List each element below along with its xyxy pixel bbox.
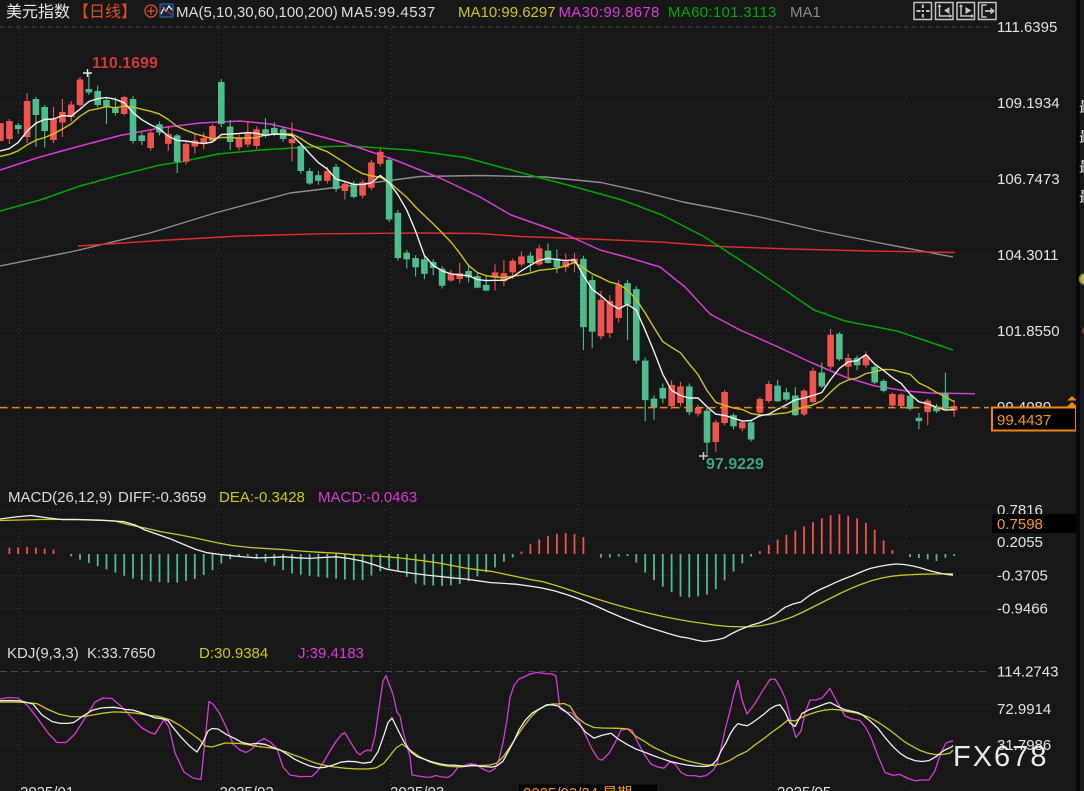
svg-text:MA60:101.3113: MA60:101.3113 — [668, 4, 777, 21]
svg-text:KDJ(9,3,3): KDJ(9,3,3) — [7, 645, 79, 662]
svg-text:0.2055: 0.2055 — [997, 534, 1043, 551]
svg-text:MA30:99.8678: MA30:99.8678 — [559, 4, 660, 21]
svg-text:美元指数: 美元指数 — [6, 3, 70, 21]
svg-text:104.3011: 104.3011 — [997, 247, 1058, 264]
svg-text:97.9229: 97.9229 — [706, 456, 764, 473]
svg-text:2025/03: 2025/03 — [390, 784, 444, 791]
svg-text:110.1699: 110.1699 — [92, 55, 158, 72]
svg-text:106.7473: 106.7473 — [997, 171, 1060, 188]
svg-text:2025/02: 2025/02 — [220, 784, 274, 791]
svg-text:D:30.9384: D:30.9384 — [199, 645, 268, 662]
svg-text:MA1: MA1 — [790, 4, 821, 21]
svg-text:72.9914: 72.9914 — [997, 701, 1051, 718]
svg-text:DEA:-0.3428: DEA:-0.3428 — [219, 489, 305, 506]
svg-text:MA5:99.4537: MA5:99.4537 — [341, 4, 436, 21]
svg-text:0.7598: 0.7598 — [997, 516, 1043, 533]
svg-text:最新: 最新 — [1079, 99, 1084, 116]
svg-text:MACD:-0.0463: MACD:-0.0463 — [318, 489, 417, 506]
svg-text:MA(5,10,30,60,100,200): MA(5,10,30,60,100,200) — [176, 4, 338, 21]
svg-text:109.1934: 109.1934 — [997, 95, 1060, 112]
svg-text:101.8550: 101.8550 — [997, 323, 1060, 340]
svg-text:31.7986: 31.7986 — [997, 737, 1051, 754]
svg-text:2025/03/24 星期一: 2025/03/24 星期一 — [523, 785, 647, 791]
svg-text:MACD(26,12,9): MACD(26,12,9) — [8, 489, 112, 506]
svg-text:2025/01: 2025/01 — [20, 784, 74, 791]
svg-text:J:39.4183: J:39.4183 — [298, 645, 364, 662]
svg-text:MA10:99.6297: MA10:99.6297 — [458, 4, 556, 21]
svg-text:FX678: FX678 — [953, 741, 1048, 773]
svg-text:99.4437: 99.4437 — [997, 412, 1051, 429]
svg-text:-0.3705: -0.3705 — [997, 568, 1048, 585]
svg-text:最新: 最新 — [1079, 159, 1084, 176]
svg-text:DIFF:-0.3659: DIFF:-0.3659 — [118, 489, 206, 506]
svg-text:2025/05: 2025/05 — [777, 784, 831, 791]
svg-text:111.6395: 111.6395 — [997, 19, 1057, 36]
svg-text:【日线】: 【日线】 — [73, 3, 137, 21]
svg-text:114.2743: 114.2743 — [997, 664, 1058, 681]
svg-text:最新: 最新 — [1079, 129, 1084, 146]
svg-text:K:33.7650: K:33.7650 — [87, 645, 155, 662]
svg-text:-0.9466: -0.9466 — [997, 601, 1048, 618]
svg-text:最新: 最新 — [1079, 189, 1084, 206]
